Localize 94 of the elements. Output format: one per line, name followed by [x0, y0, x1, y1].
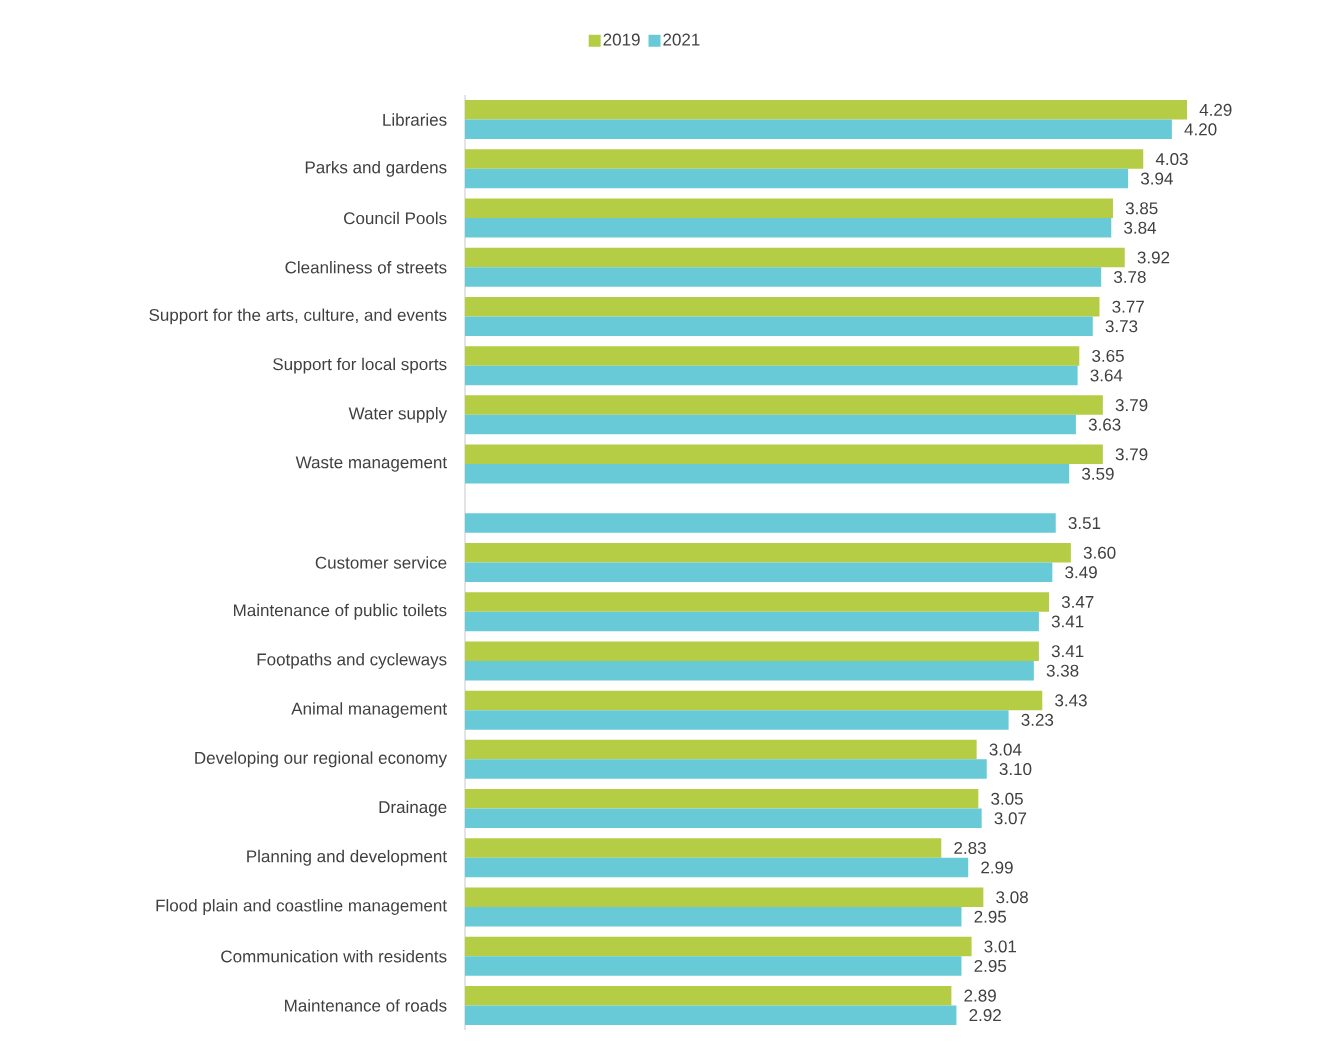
data-label: 3.43	[1055, 694, 1087, 707]
data-label: 3.79	[1115, 399, 1148, 412]
y-tick-label: Customer service	[315, 556, 447, 569]
y-tick-label: Maintenance of roads	[285, 999, 447, 1012]
y-tick-label: Drainage	[379, 800, 447, 817]
data-label: 3.85	[1125, 202, 1158, 215]
data-label: 2.92	[969, 1009, 1001, 1022]
y-tick-label: Animal management	[291, 702, 447, 719]
bar	[465, 218, 1112, 238]
bar	[465, 543, 1071, 563]
bar	[465, 267, 1102, 287]
bar	[465, 956, 962, 976]
bar	[465, 660, 1034, 681]
legend-label: 2021	[663, 33, 700, 46]
bar	[465, 690, 1043, 711]
data-label: 3.08	[996, 891, 1028, 904]
bar	[465, 1005, 957, 1025]
data-label: 3.94	[1140, 172, 1173, 185]
bar	[465, 562, 1053, 582]
y-tick-label: Council Pools	[344, 211, 447, 225]
data-label: 3.78	[1114, 270, 1146, 284]
bar	[465, 316, 1093, 336]
y-tick-label: Water supply	[348, 406, 448, 423]
data-label: 3.92	[1137, 251, 1170, 264]
y-tick-label: Footpaths and cycleways	[257, 653, 447, 669]
data-label: 3.65	[1092, 349, 1124, 362]
bar	[465, 985, 952, 1006]
y-tick-label: Support for local sports	[273, 357, 447, 374]
y-tick-label: Parks and gardens	[305, 160, 447, 177]
bar	[465, 641, 1039, 661]
data-label: 3.01	[984, 940, 1017, 953]
bar	[465, 936, 972, 957]
bar	[465, 346, 1080, 366]
data-label: 3.05	[991, 792, 1023, 805]
bar	[465, 513, 1056, 533]
bar	[465, 838, 942, 858]
data-label: 3.64	[1090, 369, 1123, 382]
bar	[465, 592, 1049, 612]
bar	[465, 149, 1144, 169]
data-label: 3.47	[1061, 595, 1094, 608]
bar	[465, 100, 1188, 120]
bar	[465, 808, 982, 829]
data-label: 3.04	[989, 743, 1022, 756]
data-label: 3.41	[1051, 615, 1084, 628]
data-label: 3.84	[1124, 221, 1157, 234]
data-label: 3.38	[1046, 664, 1079, 677]
y-tick-label: Waste management	[295, 456, 447, 472]
bar	[465, 857, 969, 878]
bar	[465, 887, 984, 907]
bar	[465, 789, 979, 809]
bar	[465, 395, 1103, 415]
bar	[465, 759, 987, 779]
data-label: 3.51	[1068, 517, 1101, 530]
bar	[465, 296, 1100, 317]
bar	[465, 414, 1076, 435]
legend-label: 2019	[603, 33, 640, 46]
y-tick-label: Planning and development	[247, 849, 447, 866]
data-label: 3.60	[1083, 546, 1116, 559]
data-label: 3.79	[1115, 448, 1148, 461]
data-label: 4.03	[1155, 153, 1188, 166]
y-tick-label: Support for the arts, culture, and events	[149, 308, 447, 325]
data-label: 2.95	[974, 959, 1007, 972]
data-label: 4.20	[1184, 123, 1217, 136]
data-label: 4.29	[1199, 103, 1232, 116]
data-label: 3.07	[994, 812, 1027, 825]
data-label: 3.49	[1065, 566, 1097, 579]
data-label: 2.83	[954, 841, 986, 855]
data-label: 3.59	[1082, 467, 1114, 480]
data-label: 2.99	[981, 861, 1013, 874]
data-label: 3.10	[999, 763, 1032, 776]
bar	[465, 906, 962, 927]
y-tick-label: Flood plain and coastline management	[156, 899, 447, 915]
data-label: 3.41	[1051, 645, 1084, 658]
data-label: 3.23	[1021, 713, 1054, 726]
bar	[465, 365, 1078, 386]
y-tick-label: Maintenance of public toilets	[234, 603, 447, 620]
y-tick-label: Cleanliness of streets	[285, 261, 447, 274]
bar	[465, 444, 1103, 465]
y-tick-label: Developing our regional economy	[195, 751, 448, 768]
bar	[465, 611, 1039, 632]
y-tick-label: Communication with residents	[221, 949, 447, 963]
bar	[465, 739, 977, 760]
bar	[465, 198, 1113, 219]
bar	[465, 247, 1125, 268]
bar	[465, 464, 1070, 484]
bar	[465, 710, 1009, 730]
data-label: 2.95	[974, 910, 1007, 923]
data-label: 3.63	[1088, 418, 1121, 431]
bar	[465, 168, 1129, 189]
data-label: 3.77	[1112, 300, 1144, 313]
data-label: 3.73	[1105, 320, 1138, 333]
data-label: 2.89	[964, 989, 996, 1002]
bar	[465, 119, 1172, 140]
y-tick-label: Libraries	[383, 113, 447, 126]
